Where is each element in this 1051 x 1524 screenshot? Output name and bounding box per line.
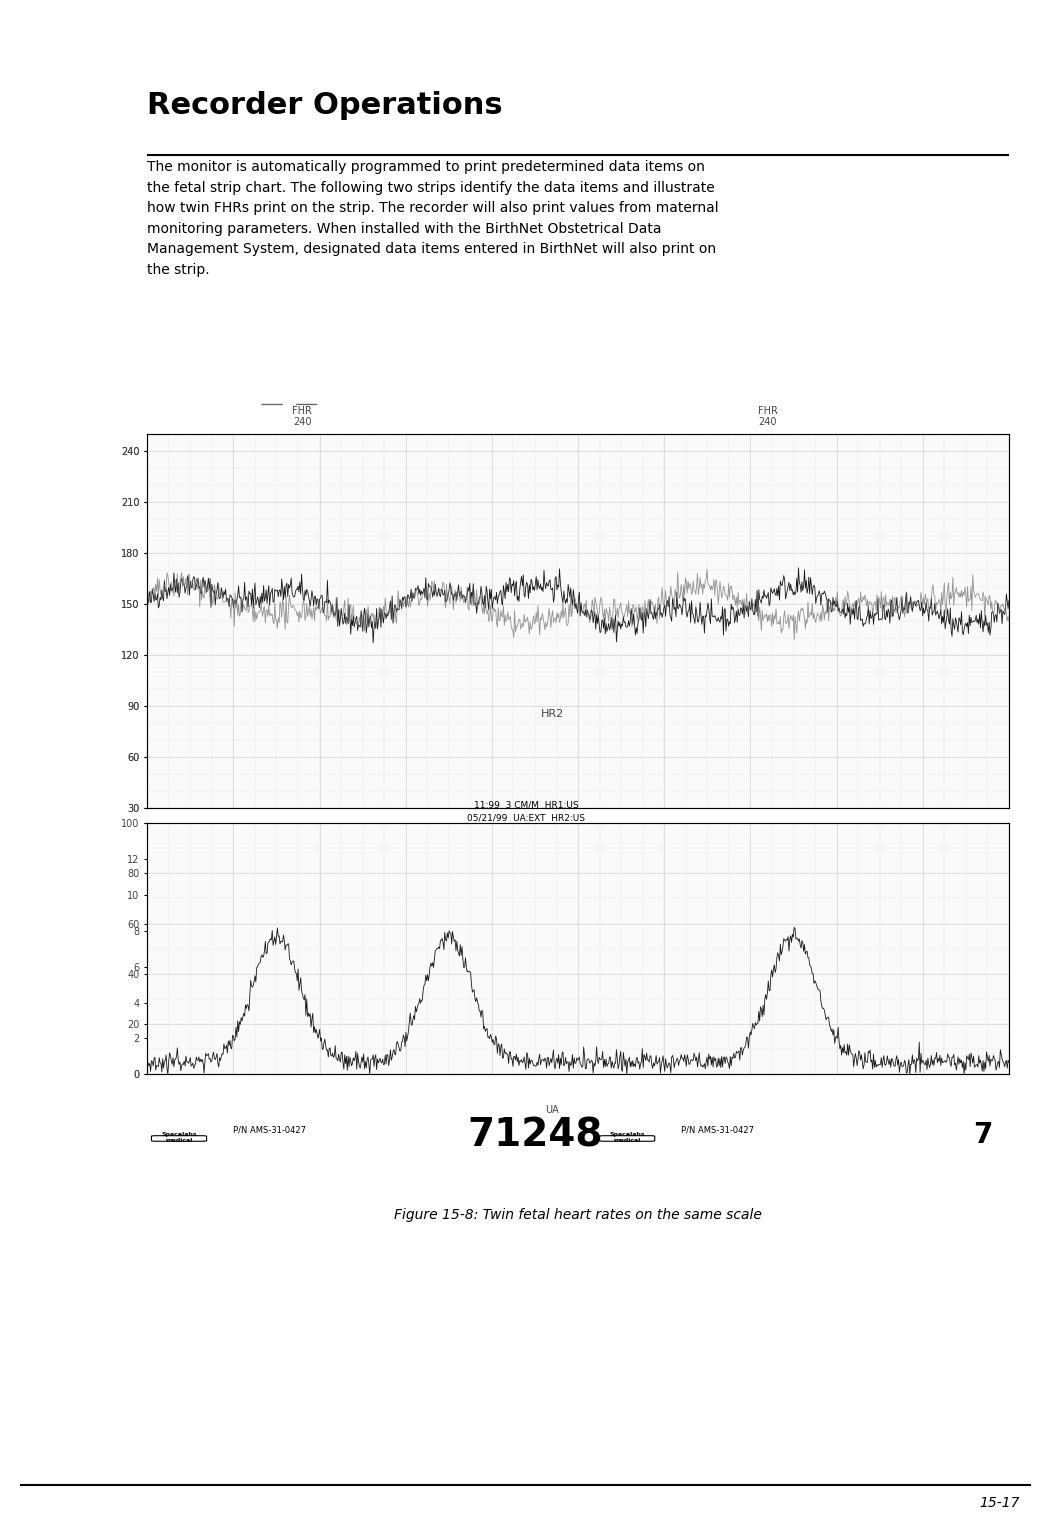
Text: P/N AMS-31-0427: P/N AMS-31-0427 <box>233 1126 306 1134</box>
Text: FHR: FHR <box>758 405 778 416</box>
Text: UA: UA <box>545 1105 559 1114</box>
Text: 71248: 71248 <box>468 1117 602 1154</box>
Text: Figure 15-8: Twin fetal heart rates on the same scale: Figure 15-8: Twin fetal heart rates on t… <box>394 1209 762 1222</box>
FancyBboxPatch shape <box>599 1135 655 1141</box>
FancyBboxPatch shape <box>151 1135 207 1141</box>
Text: FHR: FHR <box>292 405 312 416</box>
Text: Recorder Operations: Recorder Operations <box>147 91 502 120</box>
Text: HR2: HR2 <box>540 709 563 719</box>
Text: 15-17: 15-17 <box>978 1497 1019 1510</box>
Text: Fetal Monitoring: Fetal Monitoring <box>811 20 1019 40</box>
Text: P/N AMS-31-0427: P/N AMS-31-0427 <box>681 1126 755 1134</box>
Text: 11:99  3 CM/M  HR1:US
05/21/99  UA:EXT  HR2:US: 11:99 3 CM/M HR1:US 05/21/99 UA:EXT HR2:… <box>468 800 585 823</box>
Text: The monitor is automatically programmed to print predetermined data items on
the: The monitor is automatically programmed … <box>147 160 719 277</box>
Text: 7: 7 <box>973 1122 993 1149</box>
Text: Spacelabs
medical: Spacelabs medical <box>610 1132 645 1143</box>
Text: 240: 240 <box>759 418 777 427</box>
Text: Spacelabs
medical: Spacelabs medical <box>161 1132 197 1143</box>
Text: 240: 240 <box>293 418 311 427</box>
